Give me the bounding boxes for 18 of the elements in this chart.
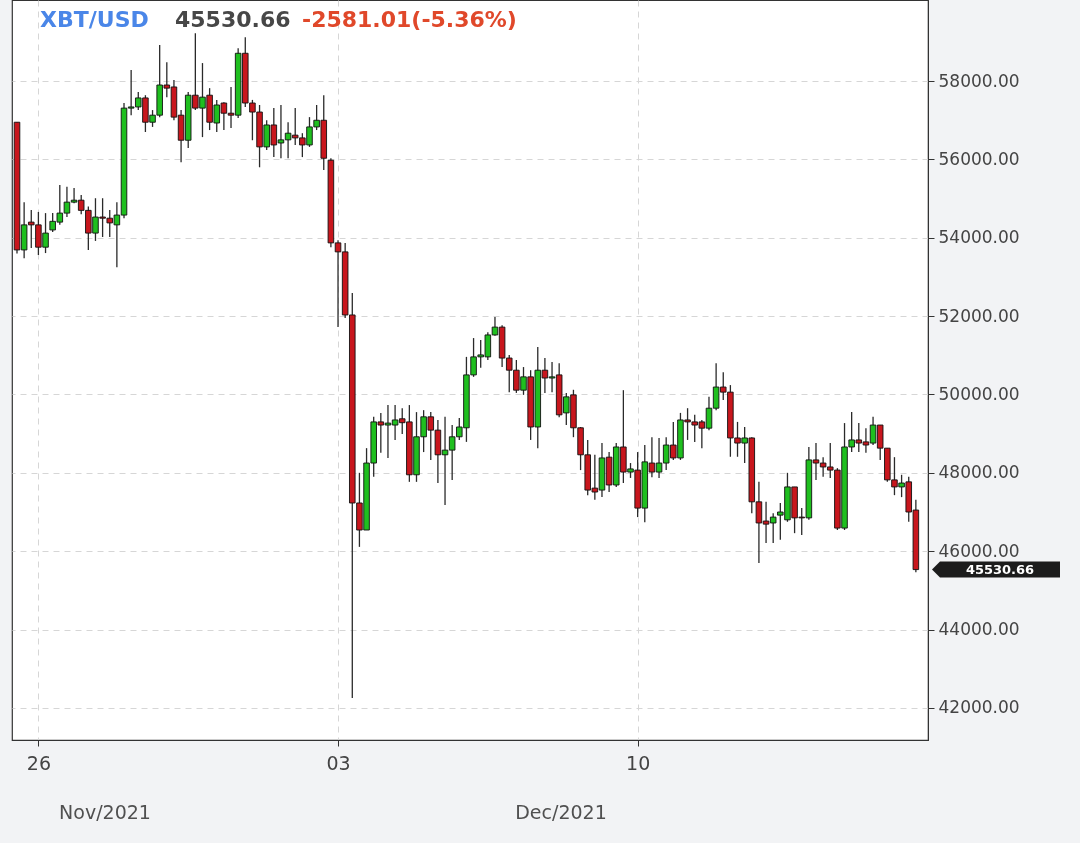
y-tick-label: 54000.00: [938, 227, 1020, 248]
y-tick-label: 56000.00: [938, 148, 1020, 169]
y-tick-label: 48000.00: [938, 462, 1020, 483]
annotation: 45530.66: [175, 7, 291, 32]
annotation: -2581.01(-5.36%): [302, 7, 517, 32]
x-tick-label: 26: [26, 751, 51, 774]
y-tick-label: 50000.00: [938, 383, 1020, 404]
y-tick-label: 52000.00: [938, 305, 1020, 326]
text: 45530.66: [965, 561, 1035, 577]
chart-title: XBT/USD: [40, 7, 149, 32]
text: Dec/2021: [515, 801, 607, 823]
y-tick-label: 58000.00: [938, 70, 1020, 91]
y-tick-label: 42000.00: [938, 697, 1020, 718]
x-tick-label: 03: [326, 751, 351, 774]
y-tick-label: 44000.00: [938, 619, 1020, 640]
text: Nov/2021: [59, 801, 151, 823]
y-tick-label: 46000.00: [938, 540, 1020, 561]
x-tick-label: 10: [626, 751, 651, 774]
